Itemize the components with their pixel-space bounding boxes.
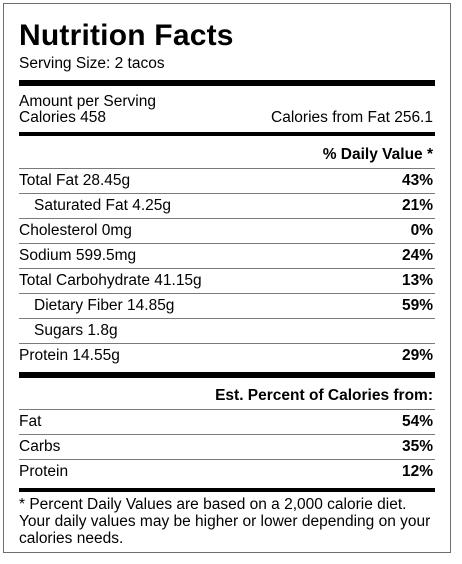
medium-divider-1 bbox=[19, 132, 435, 136]
nutrient-row: Total Carbohydrate 41.15g 13% bbox=[19, 271, 435, 291]
calories-from-fat: Calories from Fat 256.1 bbox=[271, 109, 433, 126]
nutrient-label: Sodium 599.5mg bbox=[19, 247, 137, 264]
nutrient-row: Sugars 1.8g bbox=[19, 321, 435, 341]
medium-divider-bottom bbox=[19, 488, 435, 492]
nutrient-dv: 21% bbox=[401, 197, 433, 214]
nutrient-dv: 29% bbox=[401, 347, 433, 364]
nutrient-dv: 24% bbox=[401, 247, 433, 264]
nutrient-label: Dietary Fiber 14.85g bbox=[34, 297, 175, 314]
divider bbox=[19, 434, 435, 435]
nutrient-dv: 0% bbox=[410, 222, 433, 239]
divider bbox=[19, 318, 435, 319]
divider bbox=[19, 218, 435, 219]
nutrient-dv: 43% bbox=[401, 172, 433, 189]
amount-per-serving: Amount per Serving bbox=[19, 93, 156, 110]
nutrient-row: Sodium 599.5mg 24% bbox=[19, 246, 435, 266]
divider bbox=[19, 409, 435, 410]
calories-from-header: Est. Percent of Calories from: bbox=[215, 387, 433, 404]
nutrient-dv: 59% bbox=[401, 297, 433, 314]
nutrient-label: Saturated Fat 4.25g bbox=[34, 197, 172, 214]
footnote: * Percent Daily Values are based on a 2,… bbox=[19, 496, 431, 547]
calorie-source-pct: 35% bbox=[401, 438, 433, 455]
divider bbox=[19, 168, 435, 169]
calories-row: Calories 458 Calories from Fat 256.1 bbox=[19, 108, 435, 128]
amount-per-serving-row: Amount per Serving bbox=[19, 92, 435, 112]
nutrient-label: Sugars 1.8g bbox=[34, 322, 118, 339]
nutrient-label: Total Fat 28.45g bbox=[19, 172, 131, 189]
divider bbox=[19, 193, 435, 194]
divider bbox=[19, 293, 435, 294]
calorie-source-label: Protein bbox=[19, 463, 69, 480]
calorie-source-row: Protein 12% bbox=[19, 462, 435, 482]
nutrient-row: Protein 14.55g 29% bbox=[19, 346, 435, 366]
calorie-source-row: Carbs 35% bbox=[19, 437, 435, 457]
nutrient-label: Protein 14.55g bbox=[19, 347, 120, 364]
nutrient-label: Cholesterol 0mg bbox=[19, 222, 132, 239]
nutrient-dv: 13% bbox=[401, 272, 433, 289]
divider bbox=[19, 343, 435, 344]
nutrient-row: Cholesterol 0mg 0% bbox=[19, 221, 435, 241]
label-title: Nutrition Facts bbox=[19, 19, 234, 52]
calorie-source-row: Fat 54% bbox=[19, 412, 435, 432]
nutrient-row: Dietary Fiber 14.85g 59% bbox=[19, 296, 435, 316]
calories: Calories 458 bbox=[19, 109, 107, 126]
nutrient-label: Total Carbohydrate 41.15g bbox=[19, 272, 202, 289]
nutrition-label: Nutrition Facts Serving Size: 2 tacos Am… bbox=[3, 3, 451, 553]
daily-value-header: % Daily Value * bbox=[322, 146, 433, 163]
divider bbox=[19, 268, 435, 269]
thick-divider-top bbox=[19, 80, 435, 86]
divider bbox=[19, 243, 435, 244]
nutrient-row: Total Fat 28.45g 43% bbox=[19, 171, 435, 191]
nutrient-row: Saturated Fat 4.25g 21% bbox=[19, 196, 435, 216]
calorie-source-label: Fat bbox=[19, 413, 42, 430]
calorie-source-label: Carbs bbox=[19, 438, 61, 455]
calorie-source-pct: 54% bbox=[401, 413, 433, 430]
divider bbox=[19, 459, 435, 460]
serving-size: Serving Size: 2 tacos bbox=[19, 55, 165, 72]
calorie-source-pct: 12% bbox=[401, 463, 433, 480]
thick-divider-middle bbox=[19, 372, 435, 378]
